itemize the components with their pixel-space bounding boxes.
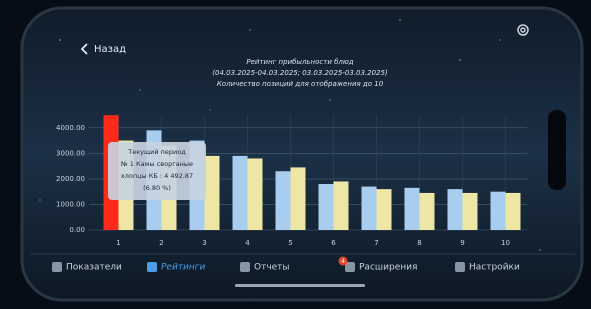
tab-icon [147,262,157,272]
y-tick-label: 0.00 [69,226,85,234]
x-tick-label: 7 [374,239,378,247]
tab-label[interactable]: Расширения [359,263,417,273]
screen: Назад Рейтинг прибыльности блюд (04.03.20… [0,0,591,309]
x-tick-label: 10 [501,239,510,247]
tab-label[interactable]: Рейтинги [161,263,206,273]
bar[interactable] [506,193,521,230]
chart-title: Количество позиций для отображения до 10 [217,80,384,88]
y-tick-label: 2000.00 [56,175,85,183]
x-tick-label: 4 [245,239,250,247]
bar[interactable] [205,156,220,230]
y-tick-label: 4000.00 [56,124,85,132]
chart-title: Рейтинг прибыльности блюд [246,58,353,66]
tooltip-line: (6.80 %) [143,184,171,192]
bar[interactable] [463,193,478,230]
tab-icon [240,262,250,272]
tooltip-line: Текущий период [127,148,186,156]
bar[interactable] [448,189,463,230]
camera-island [548,110,566,190]
page: {"nav": {"back": "Назад"}, "chart_data":… [0,0,591,309]
bar[interactable] [319,184,334,230]
bar[interactable] [291,167,306,230]
x-tick-label: 1 [116,239,120,247]
bar[interactable] [233,156,248,230]
tooltip-line: хлопцы КБ : 4 492.87 [121,172,193,180]
x-tick-label: 3 [202,239,206,247]
tooltip: Текущий период № 1 Камы сворганые хлопцы К… [108,142,206,200]
badge-count: 4 [341,258,345,265]
x-tick-label: 5 [288,239,292,247]
chart-title: (04.03.2025-04.03.2025; 03.03.2025-03.03… [212,69,388,77]
x-tick-label: 2 [159,239,163,247]
x-tick-label: 6 [331,239,336,247]
tab-label[interactable]: Настройки [469,263,520,273]
bar[interactable] [405,188,420,230]
bar[interactable] [248,158,263,230]
bar[interactable] [491,192,506,230]
tab-label[interactable]: Показатели [66,263,122,273]
tab-label[interactable]: Отчеты [254,263,290,273]
y-tick-label: 3000.00 [56,149,85,157]
tab-icon [52,262,62,272]
bar[interactable] [377,189,392,230]
bar[interactable] [362,187,377,230]
x-tick-label: 8 [417,239,421,247]
tab-icon [455,262,465,272]
bar[interactable] [334,181,349,230]
back-button[interactable]: Назад [94,44,126,55]
bar[interactable] [276,171,291,230]
bar[interactable] [420,193,435,230]
x-tick-label: 9 [460,239,464,247]
y-tick-label: 1000.00 [56,200,85,208]
home-indicator [235,284,365,287]
tooltip-line: № 1 Камы сворганые [120,160,193,168]
